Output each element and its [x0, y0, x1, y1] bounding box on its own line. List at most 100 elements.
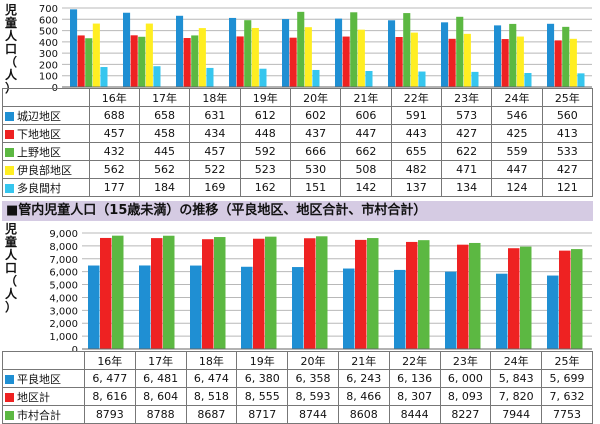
bar-城辺地区-17年	[123, 12, 131, 88]
table-corner	[2, 88, 90, 107]
bar-下地地区-17年	[130, 35, 138, 87]
bar-多良間村-24年	[524, 73, 532, 87]
ylabel-char: 児	[4, 222, 17, 236]
data-label: 606	[340, 106, 392, 125]
bar-市村合計-19年	[265, 236, 277, 349]
bar-城辺地区-18年	[176, 15, 184, 88]
bar-上野地区-21年	[350, 12, 358, 87]
data-label: 7753	[541, 405, 593, 424]
ylabel-char: 人	[4, 287, 17, 301]
data-label: 6, 477	[83, 369, 136, 388]
data-label: 184	[138, 178, 191, 197]
bar-上野地区-16年	[85, 38, 93, 87]
y-tick-label: 4,000	[49, 293, 78, 304]
data-label: 8, 593	[287, 387, 339, 406]
data-label: 666	[289, 142, 342, 161]
data-label: 546	[491, 106, 543, 125]
data-label: 8717	[236, 405, 289, 424]
legend-entry: 平良地区	[2, 369, 85, 388]
bar-城辺地区-23年	[441, 22, 449, 88]
data-label: 432	[88, 142, 140, 161]
bar-伊良部地区-18年	[198, 28, 206, 88]
data-label: 8, 616	[83, 387, 136, 406]
bar-上野地区-24年	[509, 23, 517, 87]
bar-下地地区-20年	[289, 37, 297, 87]
top-data-table: 16年 17年 18年 19年 20年 21年 22年 23年 24年 25年 城辺地区 688 658…	[2, 88, 594, 197]
data-label: 8, 466	[337, 387, 390, 406]
x-tick-label: 20年	[287, 351, 339, 370]
series-name: 城辺地区	[17, 109, 61, 123]
data-label: 522	[189, 160, 241, 179]
ylabel-char: 童	[4, 235, 17, 249]
bar-城辺地区-19年	[229, 17, 237, 88]
bar-市村合計-23年	[469, 242, 481, 349]
bar-上野地区-17年	[138, 36, 146, 87]
data-label: 6, 481	[134, 369, 187, 388]
data-label: 427	[541, 160, 594, 179]
bar-多良間村-16年	[100, 67, 108, 87]
data-label: 447	[340, 124, 392, 143]
data-label: 6, 000	[439, 369, 492, 388]
x-tick-label: 17年	[138, 88, 191, 107]
data-label: 533	[541, 142, 594, 161]
data-label: 658	[138, 106, 191, 125]
table-row: 地区計 8, 616 8, 604 8, 518 8, 555 8, 593 8, 466 8…	[2, 387, 593, 406]
data-label: 457	[88, 124, 140, 143]
bar-平良地区-19年	[241, 266, 253, 349]
bottom-chart-ylabel: 児童人口（人）	[4, 223, 18, 314]
data-label: 443	[390, 124, 442, 143]
series-name: 下地地区	[17, 127, 61, 141]
bar-平良地区-20年	[292, 267, 304, 349]
ylabel-char: 口	[4, 261, 17, 275]
ylabel-char: 童	[4, 16, 17, 30]
data-label: 573	[440, 106, 493, 125]
legend-entry: 伊良部地区	[2, 160, 90, 179]
data-label: 413	[541, 124, 594, 143]
series-name: 上野地区	[17, 145, 61, 159]
bar-平良地区-24年	[496, 273, 508, 349]
bar-地区計-22年	[406, 241, 418, 349]
bar-伊良部地区-22年	[410, 32, 418, 87]
data-label: 508	[340, 160, 392, 179]
x-tick-label: 20年	[289, 88, 342, 107]
bar-城辺地区-22年	[388, 20, 396, 87]
y-tick-label: 600	[39, 15, 58, 26]
data-label: 8, 518	[185, 387, 238, 406]
x-tick-label: 22年	[390, 88, 442, 107]
ylabel-char: （	[4, 55, 17, 69]
data-label: 8793	[83, 405, 136, 424]
bar-多良間村-25年	[577, 73, 585, 87]
data-label: 448	[239, 124, 291, 143]
legend-entry: 市村合計	[2, 405, 85, 424]
data-label: 8, 307	[388, 387, 441, 406]
bar-上野地区-22年	[403, 13, 411, 88]
data-label: 162	[239, 178, 291, 197]
bar-地区計-16年	[100, 237, 112, 349]
x-tick-label: 16年	[88, 88, 140, 107]
bar-伊良部地区-25年	[569, 38, 577, 87]
table-row: 平良地区 6, 477 6, 481 6, 474 6, 380 6, 358 6, 243…	[2, 369, 593, 388]
ylabel-char: ）	[4, 300, 17, 314]
x-tick-label: 24年	[491, 88, 543, 107]
data-label: 121	[541, 178, 594, 197]
table-row: 市村合計 8793 8788 8687 8717 8744 8608 8444 8227 7944…	[2, 405, 593, 424]
data-label: 562	[138, 160, 191, 179]
x-tick-label: 23年	[439, 351, 492, 370]
data-label: 602	[289, 106, 342, 125]
bar-城辺地区-20年	[282, 19, 290, 88]
bar-平良地区-25年	[547, 275, 559, 349]
y-tick-label: 400	[39, 38, 58, 49]
data-label: 8788	[134, 405, 187, 424]
data-label: 6, 243	[337, 369, 390, 388]
data-label: 425	[491, 124, 543, 143]
bar-下地地区-22年	[395, 37, 403, 87]
data-label: 688	[88, 106, 140, 125]
legend-entry: 上野地区	[2, 142, 90, 161]
series-name: 平良地区	[17, 372, 61, 386]
bar-上野地区-20年	[297, 11, 305, 87]
y-tick-label: 200	[39, 60, 58, 71]
bar-城辺地区-16年	[70, 9, 78, 87]
legend-swatch	[5, 392, 14, 402]
x-tick-label: 22年	[388, 351, 441, 370]
bar-平良地区-18年	[190, 265, 202, 349]
